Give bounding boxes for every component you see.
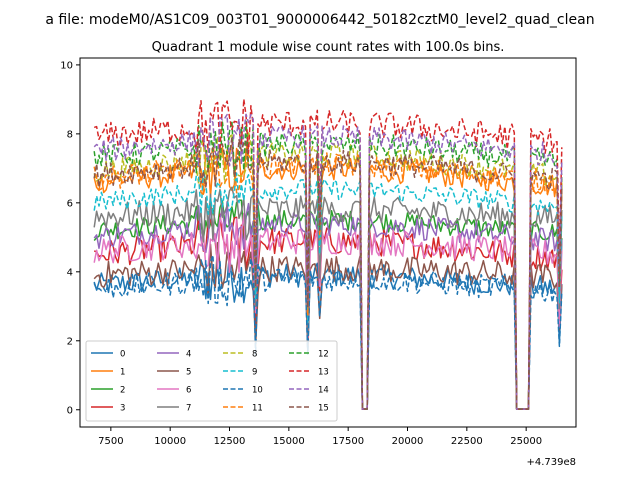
series-line-6 bbox=[93, 212, 563, 410]
y-axis: 0 2 4 6 8 10 bbox=[60, 60, 80, 416]
chart-title: Quadrant 1 module wise count rates with … bbox=[152, 40, 505, 55]
series-line-7 bbox=[93, 186, 563, 410]
series-line-13 bbox=[93, 98, 563, 410]
legend-label-2: 2 bbox=[120, 386, 125, 396]
legend-label-14: 14 bbox=[318, 386, 329, 396]
legend-label-1: 1 bbox=[120, 368, 125, 378]
series-line-14 bbox=[93, 113, 563, 410]
legend-label-15: 15 bbox=[318, 404, 329, 414]
series-line-15 bbox=[93, 136, 563, 410]
legend-label-11: 11 bbox=[252, 404, 263, 414]
legend-label-12: 12 bbox=[318, 350, 329, 360]
legend-box bbox=[85, 340, 338, 422]
figure-suptitle: a file: modeM0/AS1C09_003T01_9000006442_… bbox=[45, 12, 594, 28]
legend-label-8: 8 bbox=[252, 350, 257, 360]
x-tick-label: 22500 bbox=[451, 436, 483, 447]
legend-label-6: 6 bbox=[186, 386, 191, 396]
y-tick-label: 0 bbox=[67, 405, 73, 416]
legend-label-7: 7 bbox=[186, 404, 191, 414]
x-axis: 7500 10000 12500 15000 17500 20000 22500 25000 bbox=[98, 427, 542, 447]
legend-label-10: 10 bbox=[252, 386, 263, 396]
x-offset-label: +4.739e8 bbox=[526, 457, 576, 468]
series-line-4 bbox=[93, 201, 563, 410]
y-tick-label: 6 bbox=[67, 198, 73, 209]
series-line-11 bbox=[93, 141, 563, 410]
legend-label-4: 4 bbox=[186, 350, 191, 360]
x-tick-label: 12500 bbox=[214, 436, 246, 447]
series-line-10 bbox=[93, 254, 563, 410]
legend-label-3: 3 bbox=[120, 404, 125, 414]
series-layer bbox=[93, 98, 563, 410]
series-line-9 bbox=[93, 170, 563, 410]
legend-label-0: 0 bbox=[120, 350, 125, 360]
y-tick-label: 2 bbox=[67, 336, 73, 347]
y-tick-label: 10 bbox=[60, 60, 73, 71]
axes-frame bbox=[79, 57, 577, 428]
x-tick-label: 17500 bbox=[332, 436, 364, 447]
y-tick-label: 8 bbox=[67, 129, 73, 140]
x-tick-label: 7500 bbox=[98, 436, 123, 447]
legend-label-9: 9 bbox=[252, 368, 257, 378]
x-tick-label: 25000 bbox=[510, 436, 542, 447]
x-tick-label: 15000 bbox=[273, 436, 305, 447]
legend-label-13: 13 bbox=[318, 368, 329, 378]
x-tick-label: 20000 bbox=[392, 436, 424, 447]
x-tick-label: 10000 bbox=[154, 436, 186, 447]
series-line-5 bbox=[93, 242, 563, 410]
legend-label-5: 5 bbox=[186, 368, 191, 378]
y-tick-label: 4 bbox=[67, 267, 73, 278]
